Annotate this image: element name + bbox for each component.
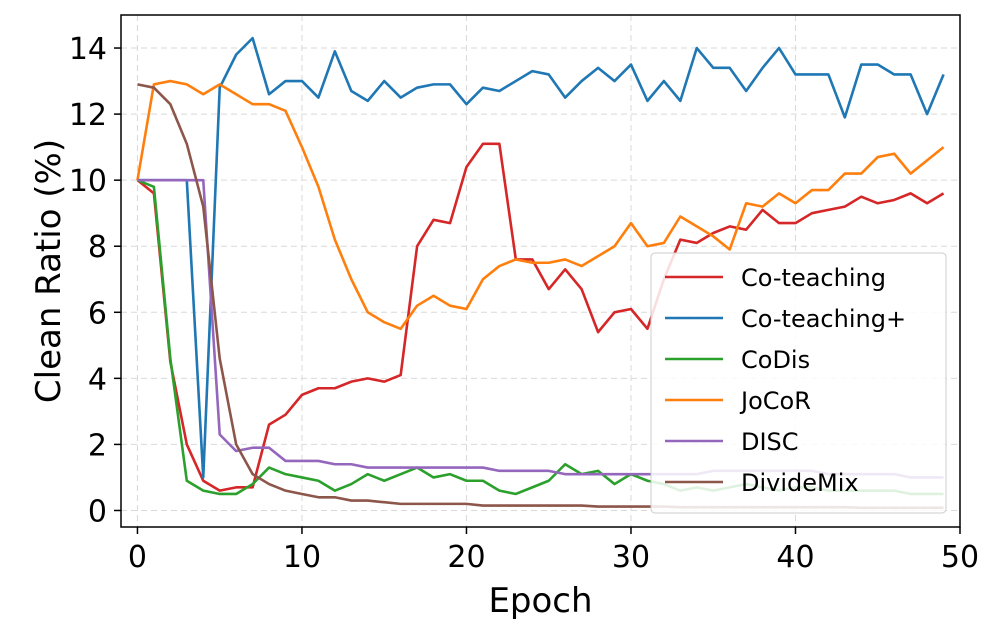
x-axis-label: Epoch [488, 581, 592, 621]
legend-label-dividemix: DivideMix [741, 469, 859, 497]
x-tick-label: 50 [941, 540, 979, 575]
legend-label-co-teaching: Co-teaching [741, 264, 886, 292]
y-tick-label: 2 [88, 428, 107, 463]
axis-ticks: 0 10 20 30 40 50 0 2 4 6 8 10 12 14 [69, 32, 979, 575]
legend-box [650, 252, 947, 514]
y-tick-label: 14 [69, 32, 107, 67]
legend-label-codis: CoDis [741, 346, 810, 374]
legend: Co-teaching Co-teaching+ CoDis JoCoR DISC Div… [650, 252, 947, 514]
series-line-jocor [136, 79, 945, 331]
legend-label-disc: DISC [741, 428, 799, 456]
x-tick-label: 20 [447, 540, 485, 575]
x-tick-label: 0 [128, 540, 147, 575]
y-tick-label: 12 [69, 98, 107, 133]
y-axis-label: Clean Ratio (%) [29, 139, 69, 403]
plot-frame [120, 14, 961, 528]
y-tick-label: 6 [88, 296, 107, 331]
x-tick-label: 40 [776, 540, 814, 575]
series-line-co-teaching [136, 142, 945, 492]
y-tick-label: 10 [69, 164, 107, 199]
y-tick-label: 8 [88, 230, 107, 265]
legend-label-co-teaching-plus: Co-teaching+ [741, 305, 906, 333]
y-tick-label: 0 [88, 494, 107, 529]
legend-label-jocor: JoCoR [739, 387, 811, 415]
series-line-co-teaching-plus [137, 36, 945, 479]
x-tick-label: 30 [612, 540, 650, 575]
y-tick-label: 4 [88, 362, 107, 397]
x-tick-label: 10 [283, 540, 321, 575]
legend-items: Co-teaching Co-teaching+ CoDis JoCoR DISC Div… [665, 264, 906, 497]
